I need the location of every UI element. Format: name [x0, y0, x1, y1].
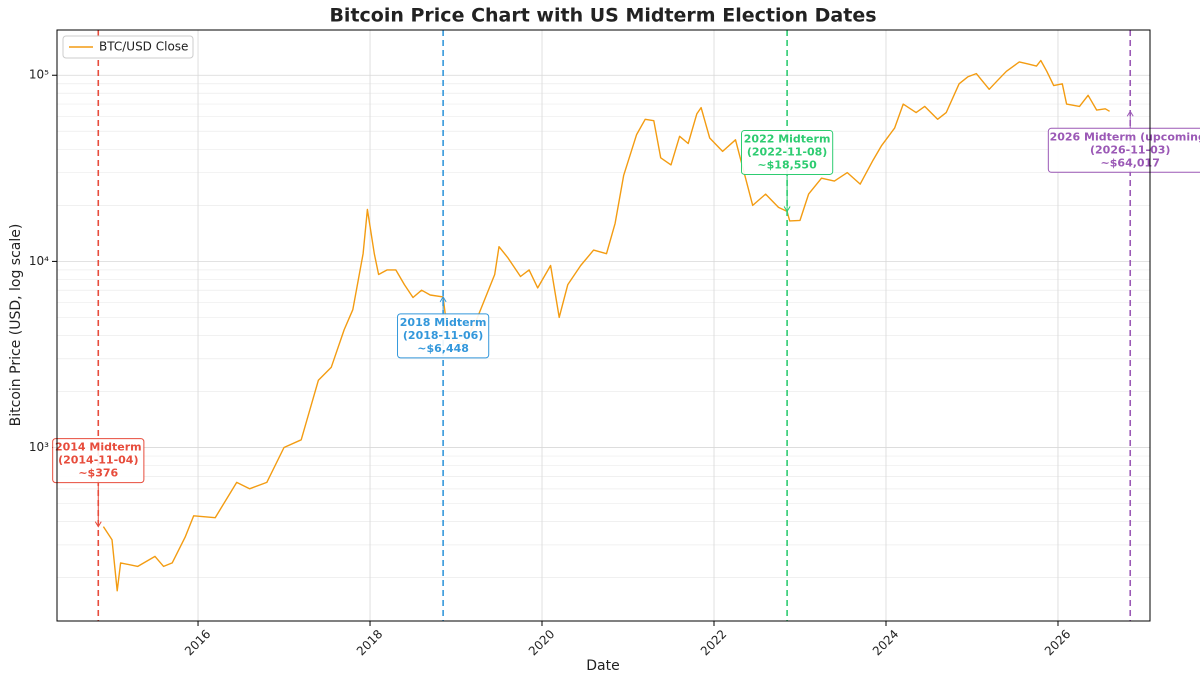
x-tick-label: 2022 [698, 627, 729, 658]
y-tick-label: 10⁵ [29, 68, 49, 82]
annotation-text: ~$18,550 [757, 158, 817, 171]
annotation-text: ~$64,017 [1101, 156, 1160, 169]
legend-label: BTC/USD Close [99, 40, 188, 54]
annotation-box [740, 129, 834, 175]
annotation-text: 2018 Midterm [400, 316, 487, 329]
annotation-text: ~$6,448 [417, 342, 469, 355]
y-tick-label: 10³ [29, 440, 49, 454]
y-axis-label: Bitcoin Price (USD, log scale) [8, 224, 24, 427]
arrow-head [1126, 110, 1134, 117]
x-tick-label: 2024 [870, 627, 901, 658]
x-tick-label: 2018 [354, 627, 385, 658]
annotation-text: (2022-11-08) [747, 145, 827, 158]
y-tick-label: 10⁴ [29, 254, 49, 268]
x-axis-label: Date [586, 658, 619, 674]
arrow-head [94, 521, 102, 528]
plot-frame [56, 29, 1151, 622]
x-tick-label: 2026 [1042, 627, 1073, 658]
x-tick-label: 2020 [526, 627, 557, 658]
annotation-text: (2026-11-03) [1090, 143, 1170, 156]
annotation-box [1047, 127, 1200, 173]
arrow-head [783, 206, 791, 213]
annotation-text: ~$376 [78, 467, 118, 480]
annotation-text: 2026 Midterm (upcoming) [1050, 130, 1200, 143]
annotation-box [52, 438, 145, 484]
annotation-text: (2018-11-06) [403, 329, 483, 342]
x-tick-label: 2016 [182, 627, 213, 658]
annotation-text: 2014 Midterm [55, 441, 142, 454]
chart-title: Bitcoin Price Chart with US Midterm Elec… [329, 5, 876, 27]
legend-box [62, 35, 194, 59]
arrow-head [439, 295, 447, 303]
annotation-text: 2022 Midterm [744, 132, 831, 145]
price-line [102, 59, 1110, 592]
annotation-text: (2014-11-04) [58, 454, 138, 467]
annotation-box [397, 313, 490, 359]
